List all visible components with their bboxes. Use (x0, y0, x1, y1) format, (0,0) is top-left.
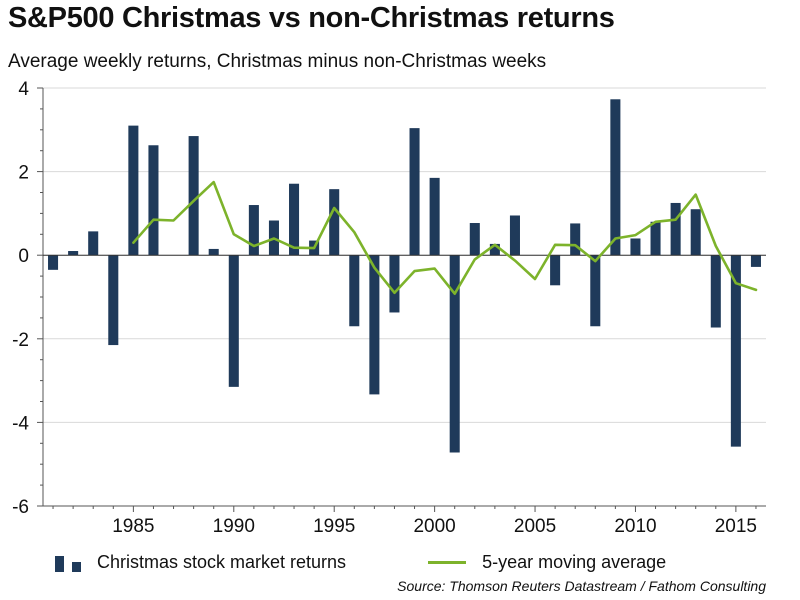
y-tick-label: -6 (12, 497, 29, 518)
moving-average-line-group (132, 180, 758, 296)
bar (469, 223, 480, 256)
x-tick-label: 2005 (514, 516, 556, 537)
legend-item-bars: Christmas stock market returns (55, 552, 346, 573)
y-tick-label: 4 (18, 79, 29, 100)
bar (630, 238, 641, 256)
bar (509, 215, 520, 256)
bar (228, 255, 239, 387)
x-tick-label: 1985 (112, 516, 154, 537)
legend-bar-swatch (55, 552, 81, 572)
bar (88, 231, 99, 256)
bar (148, 145, 159, 256)
bar (550, 255, 561, 286)
x-tick-label: 2010 (614, 516, 656, 537)
bar (670, 202, 681, 256)
bar (369, 255, 380, 395)
legend-line-label: 5-year moving average (482, 551, 667, 572)
chart-subtitle: Average weekly returns, Christmas minus … (8, 51, 547, 72)
x-tick-label: 2000 (413, 516, 455, 537)
bar (68, 251, 79, 256)
grid-lines (43, 87, 766, 423)
chart-title: S&P500 Christmas vs non-Christmas return… (8, 2, 615, 34)
bar (248, 205, 259, 256)
bar (590, 255, 601, 327)
bar (108, 255, 119, 346)
bar (449, 255, 460, 453)
legend-bars-label: Christmas stock market returns (97, 551, 347, 572)
bar (730, 255, 741, 447)
bar (690, 209, 701, 256)
bar (750, 255, 761, 267)
bar (610, 99, 621, 256)
bar (409, 128, 420, 256)
bar (329, 189, 340, 256)
y-tick-label: 2 (18, 163, 29, 184)
bar (489, 243, 500, 256)
bar (208, 248, 219, 256)
legend: Christmas stock market returns 5-year mo… (55, 551, 666, 573)
bar (650, 221, 661, 256)
legend-line-swatch (428, 560, 467, 564)
y-tick-label: 0 (18, 246, 29, 267)
source-note: Source: Thomson Reuters Datastream / Fat… (397, 578, 766, 594)
bar (289, 183, 300, 256)
bar (710, 255, 721, 328)
bar (389, 255, 400, 313)
tick-labels: -6 -4 -2 0 2 4 1985 1990 1995 2000 2005 2010 2015 (12, 79, 757, 537)
legend-item-line: 5-year moving average (346, 552, 666, 573)
y-tick-label: -2 (12, 330, 29, 351)
x-tick-label: 1995 (313, 516, 355, 537)
y-tick-label: -4 (12, 413, 29, 434)
axes (37, 87, 766, 512)
christmas-returns-bars (48, 99, 761, 453)
bar (188, 136, 199, 256)
bar (349, 255, 360, 327)
moving-average-line (132, 180, 758, 296)
x-tick-label: 1990 (213, 516, 255, 537)
bar (48, 255, 59, 270)
bar (429, 177, 440, 256)
x-tick-label: 2015 (715, 516, 757, 537)
bar (570, 223, 581, 256)
bar (128, 125, 139, 256)
